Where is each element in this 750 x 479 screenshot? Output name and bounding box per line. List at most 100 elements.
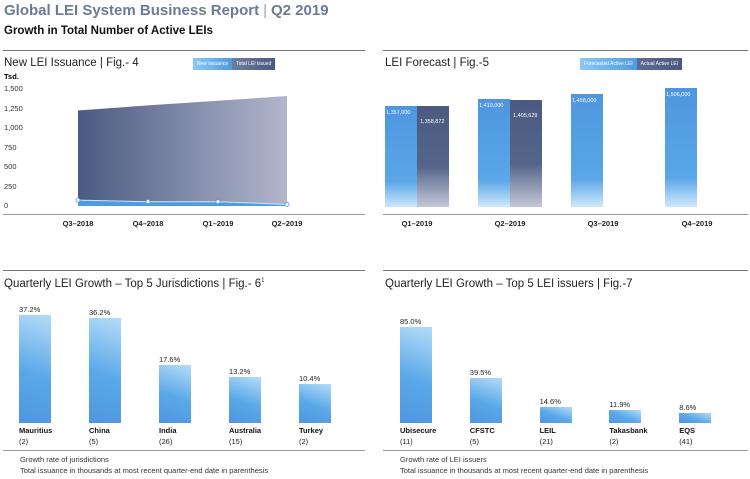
growth-bar <box>229 376 261 423</box>
fig7-title: Quarterly LEI Growth – Top 5 LEI issuers… <box>385 278 633 290</box>
fig7-axis <box>383 450 748 451</box>
category-count: (2) <box>609 437 619 446</box>
x-tick-label: Q3–2018 <box>62 219 94 228</box>
report-title: Global LEI System Business Report | Q2 201… <box>4 2 329 20</box>
category-count: (41) <box>679 437 693 446</box>
x-tick-label: Q2–2019 <box>271 219 303 228</box>
growth-bar <box>539 406 572 423</box>
x-tick-label: Q3–2019 <box>587 219 619 228</box>
actual-bar-label: 1,358,872 <box>420 118 445 125</box>
divider <box>3 50 365 51</box>
new-issuance-point <box>75 197 81 203</box>
category-count: (26) <box>159 437 173 446</box>
growth-bar <box>159 365 191 423</box>
category-count: (21) <box>539 437 553 446</box>
growth-bar <box>469 378 502 423</box>
footnote-mark: 1 <box>261 278 265 285</box>
y-tick-label: 750 <box>4 142 17 152</box>
x-tick-label: Q1–2019 <box>202 219 234 228</box>
category-label: Turkey <box>299 426 324 435</box>
fig4-title: New LEI Issuance | Fig.- 4 <box>4 57 139 69</box>
growth-bar <box>609 409 642 423</box>
bar-value-label: 13.2% <box>229 366 251 376</box>
bar-value-label: 17.6% <box>159 355 181 365</box>
bar-value-label: 11.9% <box>609 399 631 409</box>
y-tick-label: 500 <box>4 162 17 171</box>
forecast-bar-label: 1,458,000 <box>572 97 597 104</box>
y-tick-label: 0 <box>4 201 9 210</box>
bar-value-label: 39.5% <box>469 368 492 378</box>
fig6-title: Quarterly LEI Growth – Top 5 Jurisdictio… <box>4 277 265 291</box>
divider <box>3 270 365 271</box>
category-count: (5) <box>89 437 99 446</box>
legend-new-issuance: New issuance <box>193 58 233 70</box>
x-tick-label: Q4–2019 <box>681 219 713 228</box>
fig5-title: LEI Forecast | Fig.-5 <box>385 57 489 69</box>
growth-bar <box>679 413 712 423</box>
total-lei-area <box>78 96 287 206</box>
category-label: Australia <box>229 426 262 435</box>
fig4-axis <box>3 214 365 215</box>
forecast-bar-label: 1,357,000 <box>386 109 411 116</box>
forecast-bar-label: 1,506,000 <box>666 91 691 98</box>
forecast-bar <box>571 93 603 207</box>
x-tick-label: Q2–2019 <box>494 219 526 228</box>
bar-value-label: 36.2% <box>89 307 111 317</box>
category-count: (5) <box>469 437 479 446</box>
growth-bar <box>89 317 121 423</box>
actual-bar-label: 1,405,629 <box>513 113 538 119</box>
category-count: (2) <box>19 437 29 446</box>
y-tick-label: 1,000 <box>4 123 23 132</box>
category-label: CFSTC <box>469 426 495 435</box>
fig7-note-2: Total issuance in thousands at most rece… <box>400 466 649 475</box>
legend-forecasted: Forecasted Active LEI <box>580 58 637 70</box>
actual-bar <box>510 100 542 207</box>
bar-value-label: 10.4% <box>299 373 321 383</box>
y-tick-label: 1,250 <box>4 103 23 113</box>
bar-value-label: 85.0% <box>400 316 422 326</box>
forecast-bar-label: 1,410,000 <box>479 103 504 110</box>
bar-value-label: 8.6% <box>679 403 697 413</box>
divider <box>383 270 748 271</box>
x-tick-label: Q1–2019 <box>401 219 433 228</box>
fig4-legend: New issuance Total LEI issued <box>193 58 276 70</box>
category-count: (11) <box>400 437 413 446</box>
title-period: Q2 2019 <box>270 2 329 19</box>
growth-bar <box>19 315 51 423</box>
category-label: China <box>89 426 110 435</box>
category-label: Ubisecure <box>400 426 437 435</box>
y-tick-label: 250 <box>4 181 17 191</box>
fig7-note-1: Growth rate of LEI issuers <box>400 455 487 464</box>
bar-value-label: 14.6% <box>539 396 561 406</box>
new-issuance-line <box>77 199 288 205</box>
legend-total-lei: Total LEI issued <box>232 58 276 70</box>
legend-actual: Actual Active LEI <box>636 58 683 70</box>
category-count: (15) <box>229 437 243 446</box>
title-text: Global LEI System Business Report <box>4 2 260 19</box>
bar-value-label: 37.2% <box>19 305 41 315</box>
title-separator: | <box>263 2 267 19</box>
category-label: LEIL <box>539 426 556 435</box>
fig5-legend: Forecasted Active LEI Actual Active LEI <box>580 58 683 70</box>
new-issuance-point <box>284 202 290 207</box>
growth-bar <box>400 326 432 423</box>
y-tick-label: 1,500 <box>4 84 23 93</box>
fig6-note-1: Growth rate of jurisdictions <box>20 455 109 464</box>
category-count: (2) <box>299 437 309 446</box>
divider <box>383 50 748 51</box>
section-subtitle: Growth in Total Number of Active LEIs <box>4 25 213 37</box>
forecast-bar <box>478 99 510 207</box>
fig6-axis <box>3 450 365 451</box>
category-label: Takasbank <box>609 426 648 435</box>
fig4-ylabel: Tsd. <box>4 72 19 81</box>
growth-bar <box>299 383 331 423</box>
x-tick-label: Q4–2018 <box>132 219 164 228</box>
forecast-bar <box>385 105 417 207</box>
forecast-bar <box>665 87 697 207</box>
fig5-axis <box>383 214 748 215</box>
fig6-title-text: Quarterly LEI Growth – Top 5 Jurisdictio… <box>4 278 262 290</box>
fig4-plot <box>75 96 290 207</box>
fig6-note-2: Total issuance in thousands at most rece… <box>20 466 269 475</box>
category-label: Mauritius <box>19 426 53 435</box>
